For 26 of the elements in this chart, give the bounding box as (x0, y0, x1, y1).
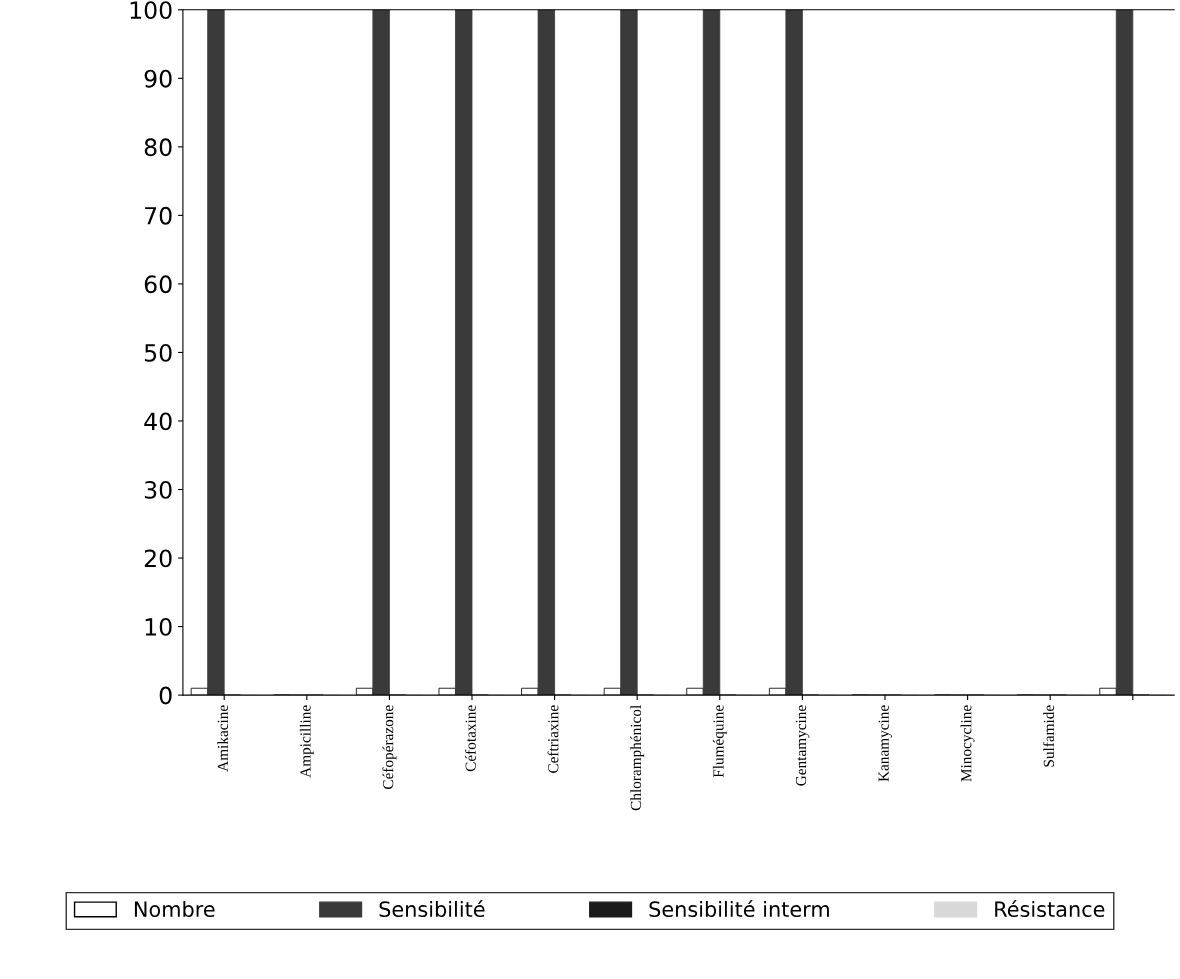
y-tick-label: 10 (145, 618, 172, 636)
x-tick-label: Fluméquine (712, 705, 727, 778)
x-tick-label: Gentamycine (795, 705, 810, 786)
x-tick-label: Ceftriaxine (547, 705, 559, 773)
y-tick-label: 70 (145, 206, 172, 225)
y-tick-label: 20 (144, 549, 172, 568)
x-tick-label: Sulfamide (1043, 705, 1055, 767)
legend-label: Sensibilité (379, 900, 485, 918)
x-tick-label: Minocycline (960, 705, 975, 782)
y-tick-label: 60 (144, 275, 172, 294)
y-tick-label: 80 (144, 138, 172, 157)
y-tick-label: 30 (144, 480, 172, 499)
legend-label: Résistance (995, 900, 1105, 918)
legend-label: Nombre (134, 900, 215, 918)
y-tick-label: 100 (130, 1, 172, 20)
y-tick-label: 90 (144, 69, 172, 88)
y-tick-label: 0 (159, 686, 172, 705)
x-tick-label: Céfopérazone (382, 705, 397, 790)
x-tick-label: Chloramphénicol (630, 705, 645, 811)
x-tick-label: Amikacine (217, 705, 229, 772)
y-tick-label: 50 (144, 343, 172, 362)
x-tick-label: Ampicilline (299, 705, 314, 778)
x-tick-label: Kanamycine (878, 705, 892, 782)
y-tick-label: 40 (144, 412, 172, 431)
x-tick-label: Céfotaxine (464, 705, 476, 772)
legend-label: Sensibilité interm (649, 900, 829, 918)
